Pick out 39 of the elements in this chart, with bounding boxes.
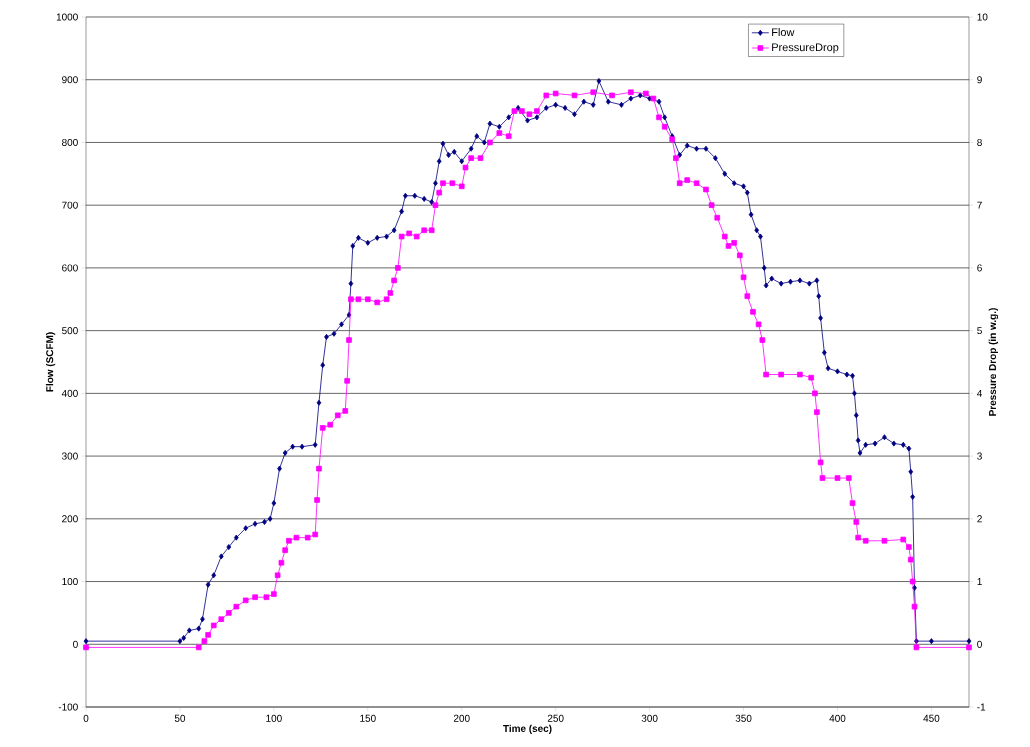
y-tick-label: 0 — [73, 640, 78, 648]
x-tick-label: 450 — [923, 714, 940, 722]
y-tick-label: 800 — [62, 138, 78, 146]
y-tick-label: 300 — [61, 452, 78, 460]
y2-tick-label: 8 — [977, 138, 982, 146]
x-tick-label: 350 — [735, 714, 752, 722]
x-tick-label: 300 — [641, 714, 658, 722]
y-tick-label: 600 — [62, 264, 78, 272]
y-tick-label: -100 — [58, 703, 78, 711]
y2-tick-label: 10 — [977, 13, 988, 21]
y2-tick-label: 3 — [977, 452, 982, 460]
y2-tick-label: 0 — [977, 640, 982, 648]
x-tick-label: 100 — [266, 714, 282, 722]
legend-label: PressureDrop — [772, 43, 839, 54]
x-axis-title: Time (sec) — [503, 724, 552, 734]
y-tick-label: 700 — [62, 201, 78, 209]
x-tick-label: 250 — [547, 714, 564, 722]
y-tick-label: 200 — [62, 515, 78, 523]
y2-tick-label: 9 — [977, 76, 982, 84]
y2-axis-title: Pressure Drop (in w.g.) — [988, 308, 999, 416]
y-axis-title: Flow (SCFM) — [45, 332, 56, 392]
y2-tick-label: 1 — [977, 578, 982, 585]
y-tick-label: 1000 — [56, 13, 78, 21]
y-tick-label: 500 — [62, 327, 78, 335]
y2-tick-label: 4 — [977, 389, 983, 397]
x-tick-label: 200 — [453, 714, 470, 722]
y-tick-label: 900 — [62, 76, 78, 84]
y-tick-label: 100 — [62, 578, 78, 586]
x-tick-label: 400 — [829, 714, 846, 722]
y2-tick-label: 6 — [977, 264, 982, 272]
y2-tick-label: 5 — [977, 327, 982, 335]
y2-tick-label: 2 — [977, 515, 982, 523]
y2-tick-label: 7 — [977, 201, 982, 209]
x-tick-label: 50 — [174, 714, 186, 722]
y2-tick-label: -1 — [977, 703, 986, 711]
y-tick-label: 400 — [61, 389, 78, 397]
x-tick-label: 0 — [83, 714, 89, 722]
x-tick-label: 150 — [360, 714, 376, 722]
legend-label: Flow — [772, 28, 795, 37]
